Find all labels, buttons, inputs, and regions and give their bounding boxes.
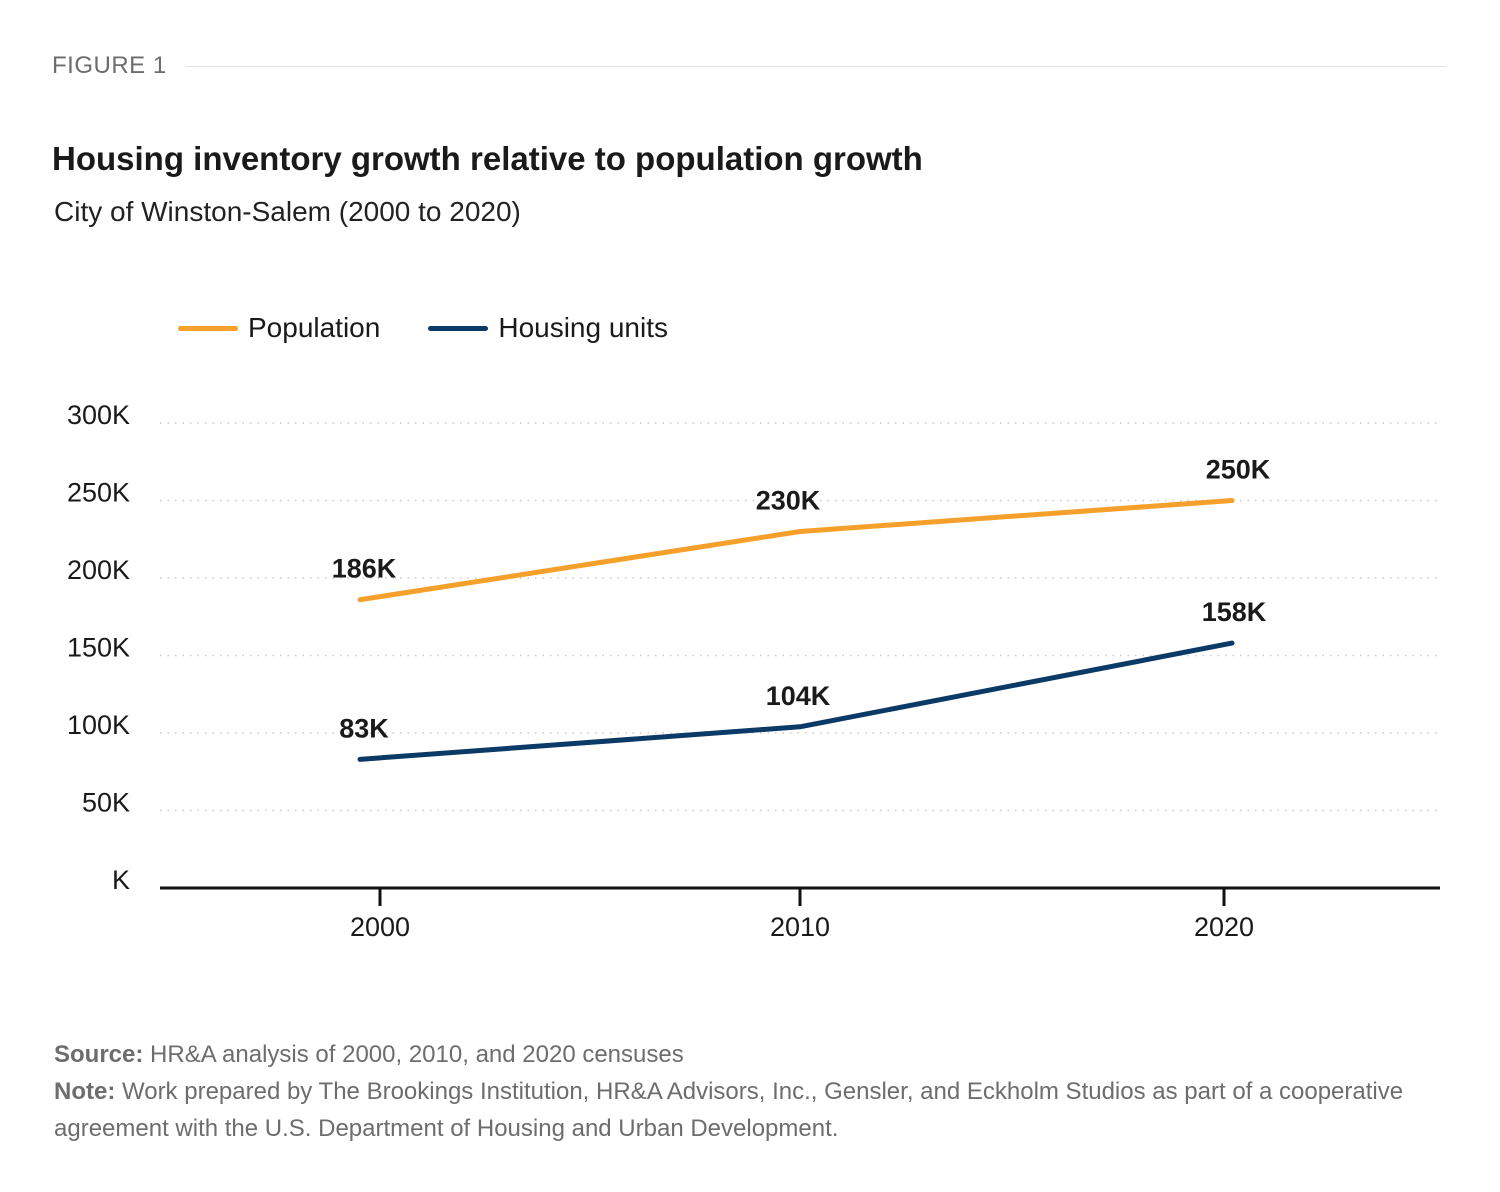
y-tick-label: 200K — [67, 555, 130, 585]
data-label-housing-units: 83K — [339, 713, 389, 743]
note-label: Note: — [54, 1078, 116, 1105]
x-tick-label: 2010 — [770, 912, 830, 942]
data-label-population: 186K — [332, 554, 397, 584]
legend-swatch-population — [178, 325, 238, 331]
series-line-housing-units — [357, 640, 1235, 762]
data-label-population: 230K — [756, 486, 821, 516]
x-tick-label: 2000 — [350, 912, 410, 942]
source-text: HR&A analysis of 2000, 2010, and 2020 ce… — [143, 1041, 684, 1068]
legend-item-population: Population — [178, 312, 380, 344]
x-tick-label: 2020 — [1194, 912, 1254, 942]
data-label-population: 250K — [1206, 455, 1271, 485]
x-axis: 2000 2010 2020 — [160, 886, 1440, 942]
legend-item-housing-units: Housing units — [428, 312, 668, 344]
legend-label-population: Population — [248, 312, 381, 343]
series-lines — [357, 498, 1235, 762]
y-tick-label: K — [112, 865, 130, 895]
y-axis-tick-labels: K 50K 100K 150K 200K 250K 300K — [67, 400, 130, 895]
series-line-population — [357, 498, 1235, 603]
source-label: Source: — [54, 1041, 144, 1068]
source-note: Source: HR&A analysis of 2000, 2010, and… — [54, 1036, 1454, 1073]
chart-title: Housing inventory growth relative to pop… — [52, 140, 923, 177]
data-label-housing-units: 104K — [766, 681, 831, 711]
legend-swatch-housing-units — [428, 325, 489, 331]
y-tick-label: 50K — [82, 788, 130, 818]
data-labels: 186K 230K 250K 83K 104K 158K — [332, 455, 1271, 744]
y-tick-label: 150K — [67, 633, 130, 663]
y-tick-label: 300K — [67, 400, 130, 430]
chart-footer: Source: HR&A analysis of 2000, 2010, and… — [54, 1036, 1454, 1147]
note-text: Work prepared by The Brookings Instituti… — [54, 1078, 1404, 1142]
y-tick-label: 250K — [67, 478, 130, 508]
figure-divider — [186, 66, 1446, 67]
data-label-housing-units: 158K — [1202, 597, 1267, 627]
note: Note: Work prepared by The Brookings Ins… — [54, 1073, 1454, 1147]
legend-label-housing-units: Housing units — [498, 312, 668, 343]
y-tick-label: 100K — [67, 710, 130, 740]
line-chart: K 50K 100K 150K 200K 250K 300K 2000 2010 2020 18… — [67, 400, 1440, 942]
figure-label: FIGURE 1 — [52, 52, 167, 79]
chart-subtitle: City of Winston-Salem (2000 to 2020) — [54, 196, 521, 227]
legend: Population Housing units — [178, 312, 716, 344]
